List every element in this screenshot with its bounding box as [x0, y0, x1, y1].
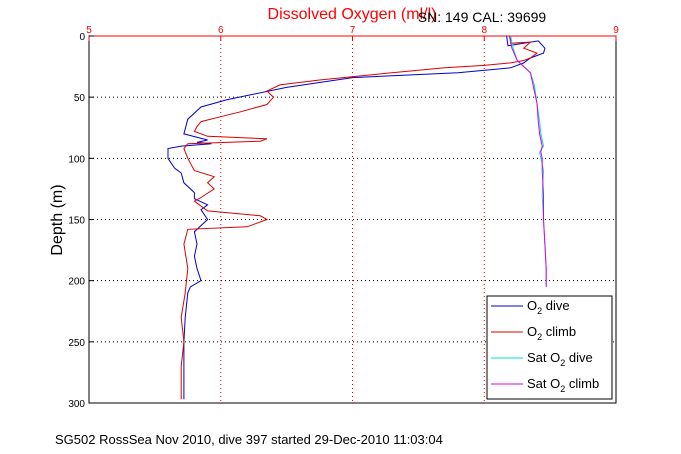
legend-entry: Sat O2 climb [527, 376, 599, 394]
series-lines [167, 35, 547, 400]
y-tick-label: 50 [74, 93, 86, 104]
axis-ticks: 5 6 7 8 9 0 50 100 150 200 250 300 [68, 25, 619, 410]
x-tick-label: 9 [613, 25, 619, 36]
serial-annotation: SN: 149 CAL: 39699 [418, 9, 547, 25]
legend-entry: Sat O2 dive [527, 350, 593, 368]
y-tick-label: 200 [68, 277, 85, 288]
legend-box [486, 295, 613, 400]
footer-caption: SG502 RossSea Nov 2010, dive 397 started… [55, 432, 443, 447]
series-line-o2-climb [180, 36, 539, 400]
series-line-sat-dive [510, 35, 547, 287]
y-axis-label: Depth (m) [49, 184, 66, 255]
series-line-sat-climb [508, 35, 547, 287]
x-tick-label: 5 [86, 25, 92, 36]
chart-title: Dissolved Oxygen (ml/l) [268, 6, 437, 23]
y-tick-label: 150 [68, 216, 85, 227]
x-tick-label: 7 [350, 25, 356, 36]
legend-entry: O2 dive [527, 298, 570, 316]
y-tick-label: 250 [68, 338, 85, 349]
y-tick-label: 100 [68, 154, 85, 165]
legend: O2 dive O2 climb Sat O2 dive Sat O2 climb [486, 295, 613, 400]
series-line-o2-dive [167, 35, 546, 400]
y-tick-label: 0 [79, 32, 85, 43]
x-tick-label: 8 [481, 25, 487, 36]
legend-entry: O2 climb [527, 324, 576, 342]
x-tick-label: 6 [218, 25, 224, 36]
y-tick-label: 300 [68, 399, 85, 410]
